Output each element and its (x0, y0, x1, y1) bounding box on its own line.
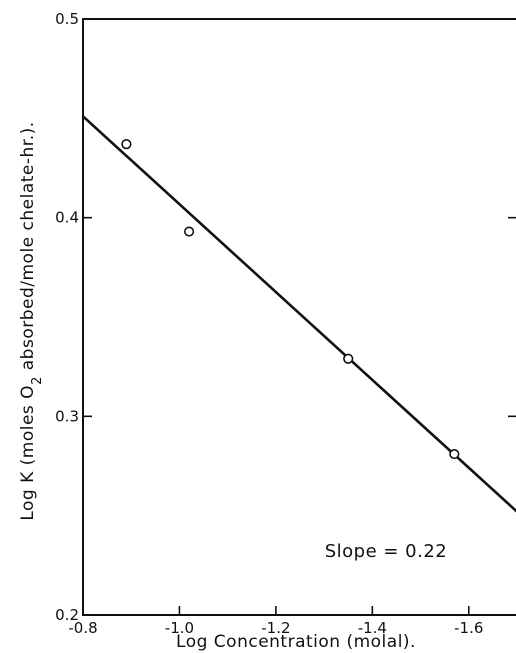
y-axis-label-after: absorbed/mole chelate-hr.). (18, 121, 38, 376)
x-tick-label: -1.2 (261, 619, 290, 637)
x-axis-label: Log Concentration (molal). (176, 632, 416, 652)
fit-line (82, 115, 516, 513)
y-axis-ticks: 0.2 0.3 0.4 0.5 (55, 10, 516, 624)
plot-frame (82, 18, 516, 616)
y-tick-label: 0.2 (55, 606, 79, 624)
x-tick-label: -1.6 (454, 619, 483, 637)
y-tick-label: 0.5 (55, 10, 79, 28)
x-tick-label: -1.4 (358, 619, 387, 637)
data-point (121, 139, 132, 150)
y-tick-label: 0.3 (55, 407, 79, 425)
data-point (183, 226, 195, 237)
y-tick-label: 0.4 (55, 209, 79, 227)
x-axis-ticks: -0.8 -1.0 -1.2 -1.4 -1.6 (68, 606, 483, 637)
y-axis-label-subscript: 2 (30, 376, 45, 385)
y-axis-label: Log K (moles O2 absorbed/mole chelate-hr… (18, 121, 45, 520)
y-axis-label-before: Log K (moles O (18, 385, 38, 521)
x-tick-label: -0.8 (68, 619, 97, 637)
slope-annotation: Slope = 0.22 (325, 541, 448, 562)
data-point (449, 448, 460, 460)
data-points (121, 139, 460, 460)
data-point (343, 353, 354, 364)
x-tick-label: -1.0 (165, 619, 194, 637)
